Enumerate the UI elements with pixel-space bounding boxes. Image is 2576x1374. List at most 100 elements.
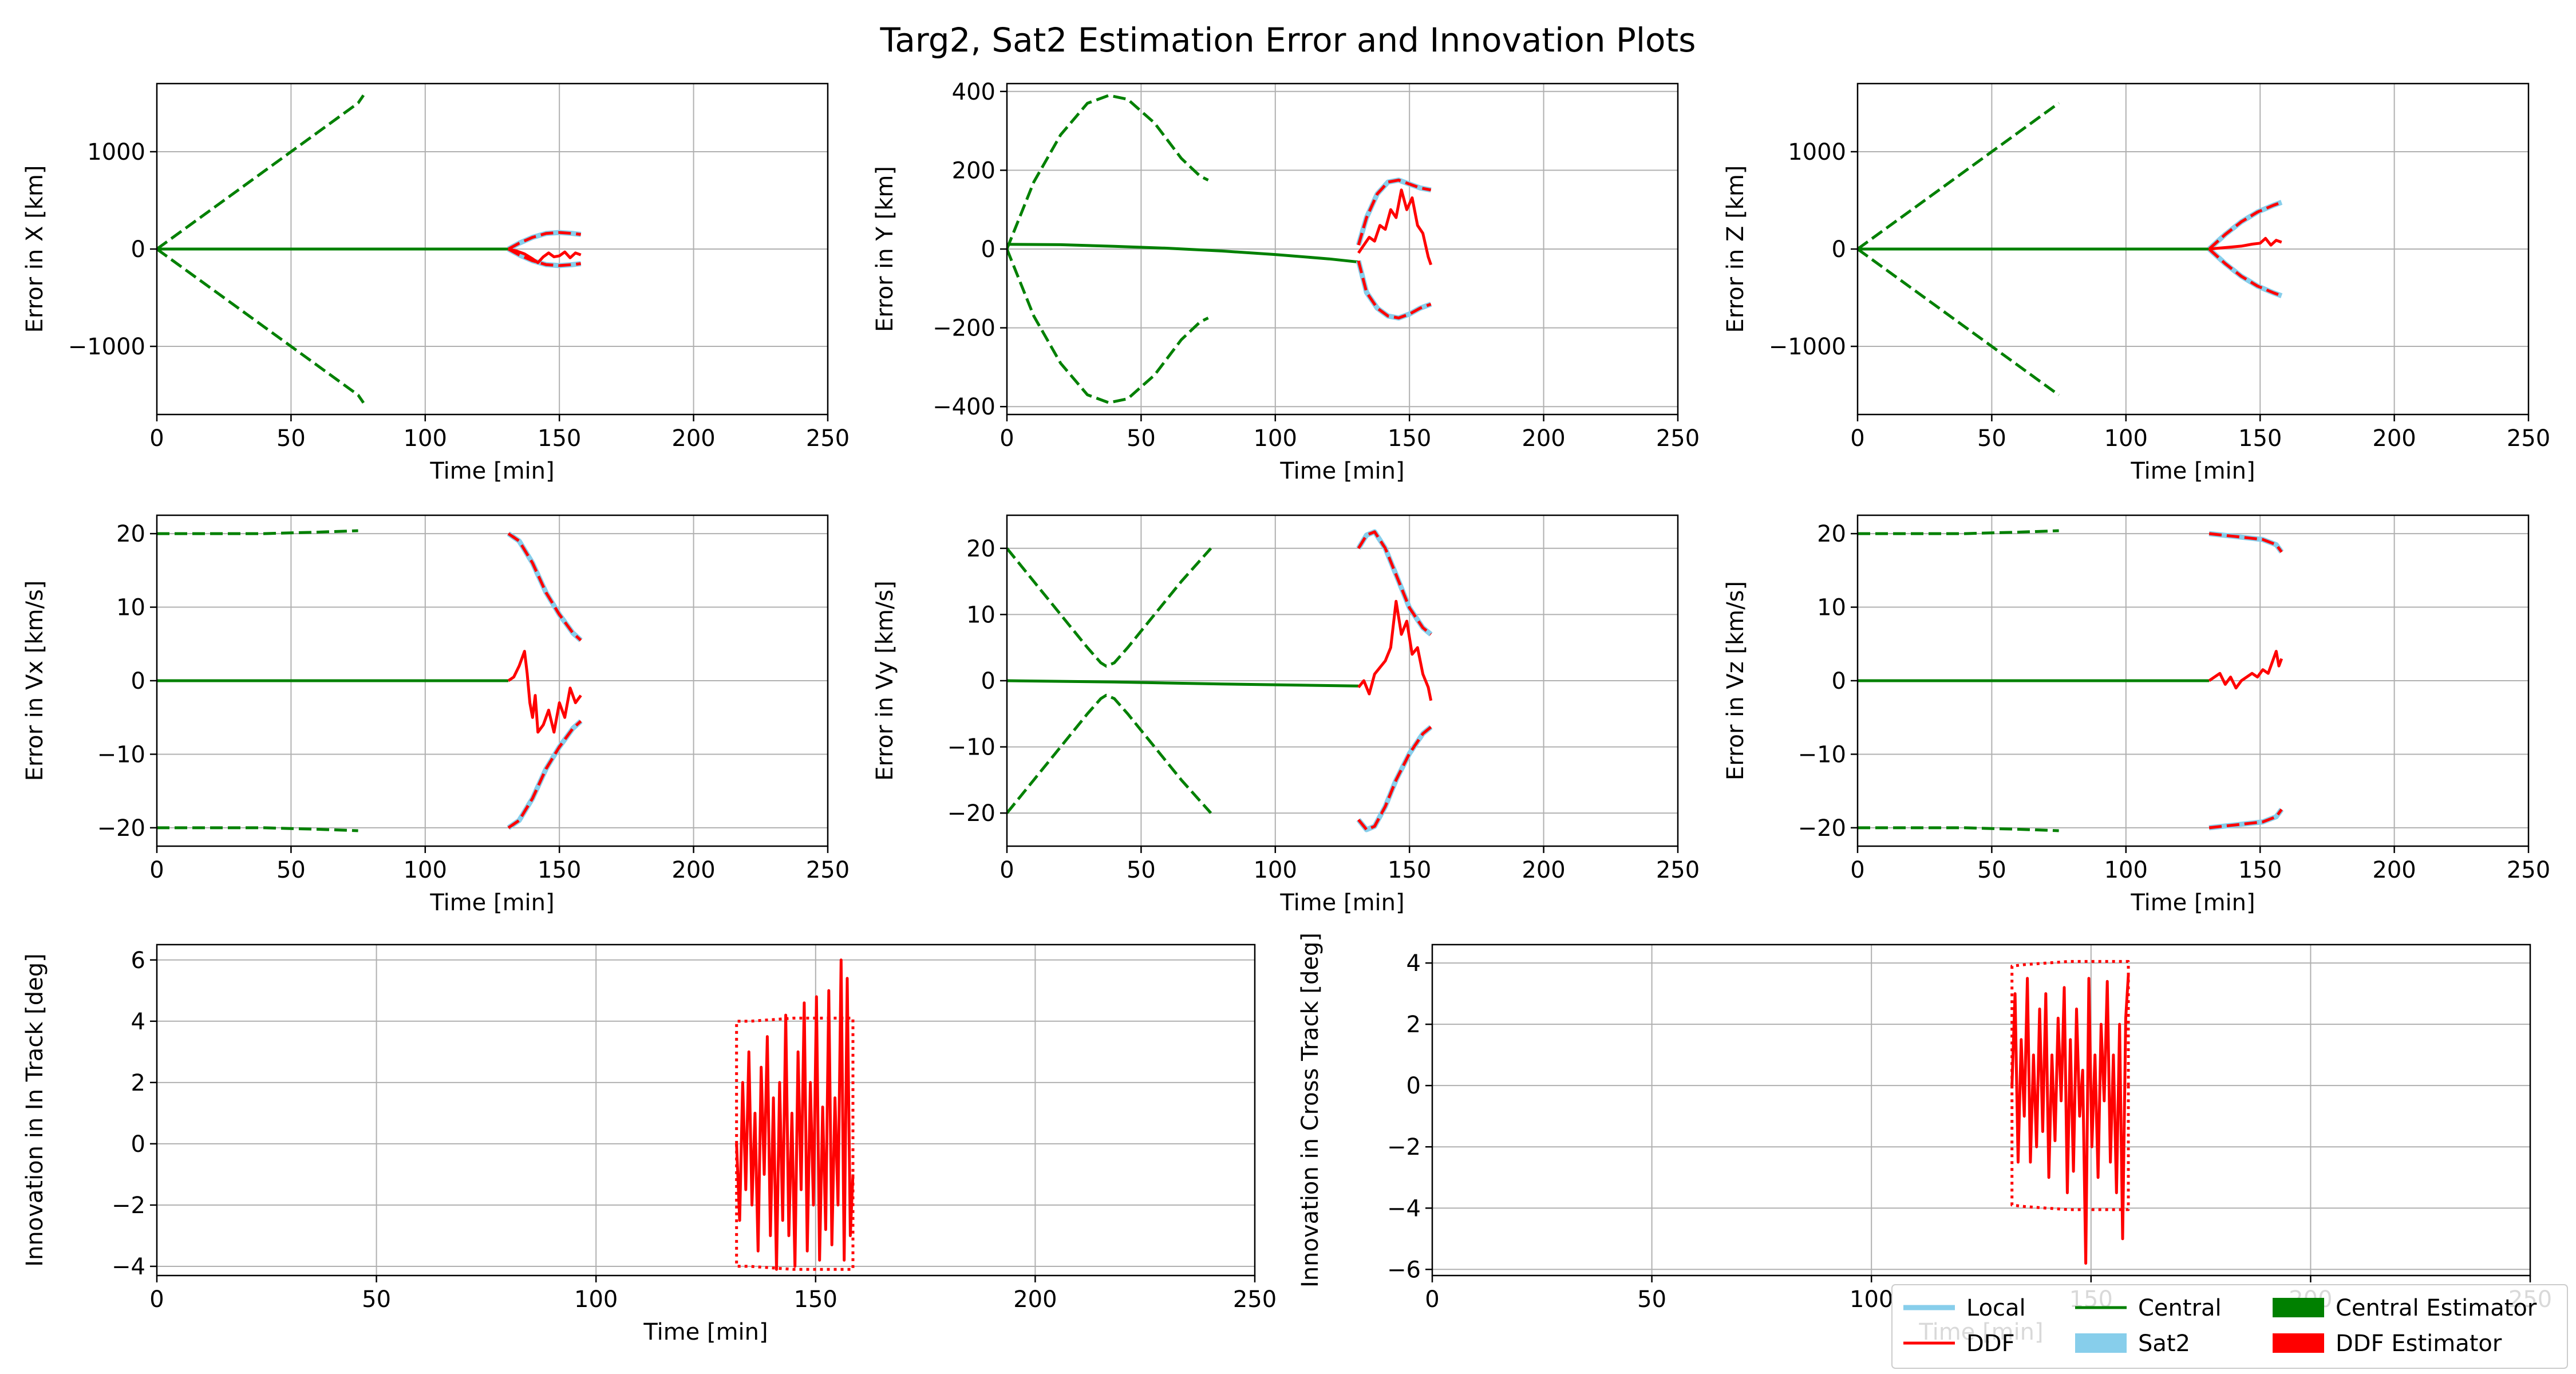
x-axis-label: Time [min] [429, 890, 554, 916]
subplot-4: 0 50 100 150 200 250 −20 −10 0 10 20 Time [min] Erro… [22, 514, 850, 916]
x-tick-label: 100 [404, 425, 447, 452]
series-line-1 [157, 529, 358, 535]
subplot-3: 0 50 100 150 200 250 −1000 0 1000 Time [min] Error… [1722, 82, 2550, 484]
series-line-1 [2010, 960, 2130, 1086]
y-tick-label: −10 [1798, 741, 1846, 768]
x-tick-label: 200 [1522, 857, 1565, 883]
series-line-7 [507, 720, 582, 829]
x-tick-label: 0 [149, 1286, 164, 1313]
x-tick-label: 100 [1254, 857, 1297, 883]
x-axis-label: Time [min] [429, 458, 554, 484]
legend-patch-swatch [2273, 1333, 2324, 1353]
legend-item-local: Local [1903, 1295, 2026, 1321]
y-axis-label: Error in Vx [km/s] [22, 581, 48, 781]
y-tick-label: −10 [947, 735, 995, 761]
x-tick-label: 0 [149, 425, 164, 452]
y-tick-label: −20 [97, 815, 145, 842]
x-axis-label: Time [min] [1279, 458, 1404, 484]
y-axis-label: Innovation in Cross Track [deg] [1297, 933, 1323, 1288]
legend-label: Central Estimator [2336, 1295, 2537, 1321]
x-tick-label: 250 [2507, 857, 2550, 883]
y-tick-label: 20 [1817, 521, 1846, 547]
y-tick-label: −200 [933, 315, 995, 342]
legend: Local DDF Central Sat2 Central Estimator DDF … [1891, 1284, 2568, 1369]
y-tick-label: 1000 [87, 139, 145, 165]
x-tick-label: 100 [2104, 425, 2148, 452]
x-tick-label: 150 [1388, 425, 1431, 452]
legend-item-ddf: DDF [1903, 1330, 2015, 1357]
y-tick-label: 20 [966, 536, 995, 562]
y-tick-label: 4 [1406, 950, 1421, 977]
x-tick-label: 50 [276, 425, 306, 452]
x-tick-label: 0 [999, 857, 1014, 883]
x-tick-label: 100 [2104, 857, 2148, 883]
x-tick-label: 0 [1850, 857, 1864, 883]
subplot-7: 0 50 100 150 200 250 −4 −2 0 2 4 6 Time [min] Innovat… [22, 943, 1277, 1345]
series-line-7 [1357, 260, 1432, 319]
x-tick-label: 50 [1127, 857, 1156, 883]
legend-label: DDF [1966, 1330, 2015, 1357]
y-tick-label: 0 [1406, 1073, 1421, 1099]
y-tick-label: −20 [947, 800, 995, 827]
subplot-2: 0 50 100 150 200 250 −400 −200 0 200 400 Time [min]… [872, 79, 1700, 484]
x-tick-label: 50 [1977, 425, 2006, 452]
y-tick-label: −1000 [1769, 334, 1846, 360]
x-tick-label: 150 [2238, 425, 2282, 452]
series-line-1 [157, 94, 365, 251]
legend-item-central: Central [2075, 1295, 2222, 1321]
series-line-1 [1858, 529, 2059, 535]
x-tick-label: 150 [2238, 857, 2282, 883]
y-axis-label: Error in X [km] [22, 165, 48, 333]
x-tick-label: 250 [1656, 425, 1700, 452]
x-tick-label: 200 [1013, 1286, 1057, 1313]
y-axis-label: Innovation in In Track [deg] [22, 953, 48, 1267]
x-tick-label: 0 [149, 857, 164, 883]
series-line-7 [507, 247, 581, 267]
x-tick-label: 50 [1977, 857, 2006, 883]
y-tick-label: 0 [1832, 236, 1846, 263]
series-line-1 [1007, 547, 1212, 668]
x-tick-label: 50 [362, 1286, 391, 1313]
series-line-6 [507, 532, 582, 642]
y-tick-label: 0 [1832, 668, 1846, 694]
series-line-8 [508, 247, 582, 264]
x-tick-label: 200 [1522, 425, 1565, 452]
y-tick-label: −4 [112, 1254, 145, 1280]
series-line-2 [1007, 693, 1212, 814]
series-line-7 [2208, 808, 2283, 830]
x-axis-label: Time [min] [2130, 890, 2255, 916]
y-tick-label: −20 [1798, 815, 1846, 842]
x-tick-label: 250 [2507, 425, 2550, 452]
x-tick-label: 150 [1388, 857, 1431, 883]
x-tick-label: 0 [999, 425, 1014, 452]
legend-item-ddf-estimator: DDF Estimator [2273, 1330, 2502, 1357]
series-line-6 [2208, 201, 2282, 250]
x-tick-label: 100 [404, 857, 447, 883]
series-line-8 [507, 650, 582, 734]
series-line-6 [2208, 532, 2283, 553]
y-tick-label: 2 [131, 1070, 145, 1096]
y-tick-label: 10 [966, 602, 995, 628]
series-line-6 [1357, 179, 1432, 246]
x-tick-label: 200 [2372, 425, 2416, 452]
x-tick-label: 100 [1850, 1286, 1893, 1313]
y-tick-label: −4 [1387, 1195, 1421, 1222]
x-tick-label: 50 [1637, 1286, 1666, 1313]
x-tick-label: 250 [1233, 1286, 1277, 1313]
x-axis-label: Time [min] [2130, 458, 2255, 484]
series-line-1 [1007, 94, 1209, 250]
x-tick-label: 0 [1850, 425, 1864, 452]
y-tick-label: 0 [981, 236, 995, 263]
y-tick-label: 0 [131, 668, 145, 694]
series-line-3 [1007, 679, 1359, 688]
figure-title: Targ2, Sat2 Estimation Error and Innovat… [880, 21, 1696, 60]
x-tick-label: 200 [2372, 857, 2416, 883]
y-tick-label: 1000 [1788, 139, 1846, 165]
x-tick-label: 250 [806, 857, 850, 883]
x-tick-label: 50 [1127, 425, 1156, 452]
x-tick-label: 250 [806, 425, 850, 452]
y-tick-label: 0 [131, 1131, 145, 1158]
x-tick-label: 200 [671, 425, 715, 452]
x-tick-label: 150 [794, 1286, 837, 1313]
